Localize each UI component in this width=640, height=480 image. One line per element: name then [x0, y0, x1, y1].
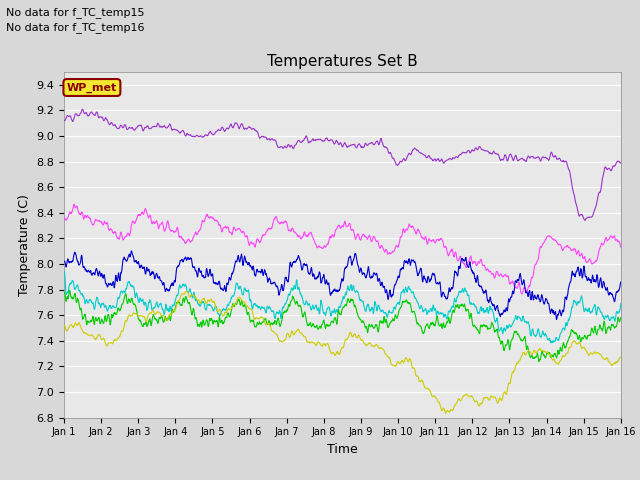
Text: WP_met: WP_met [67, 83, 117, 93]
Text: No data for f_TC_temp15: No data for f_TC_temp15 [6, 7, 145, 18]
Text: No data for f_TC_temp16: No data for f_TC_temp16 [6, 22, 145, 33]
X-axis label: Time: Time [327, 443, 358, 456]
Y-axis label: Temperature (C): Temperature (C) [18, 194, 31, 296]
Title: Temperatures Set B: Temperatures Set B [267, 54, 418, 70]
Legend: TC_B -32cm, TC_B -16cm, TC_B -8cm, TC_B -4cm, TC_B -2cm, TC_B +4cm: TC_B -32cm, TC_B -16cm, TC_B -8cm, TC_B … [58, 475, 627, 480]
